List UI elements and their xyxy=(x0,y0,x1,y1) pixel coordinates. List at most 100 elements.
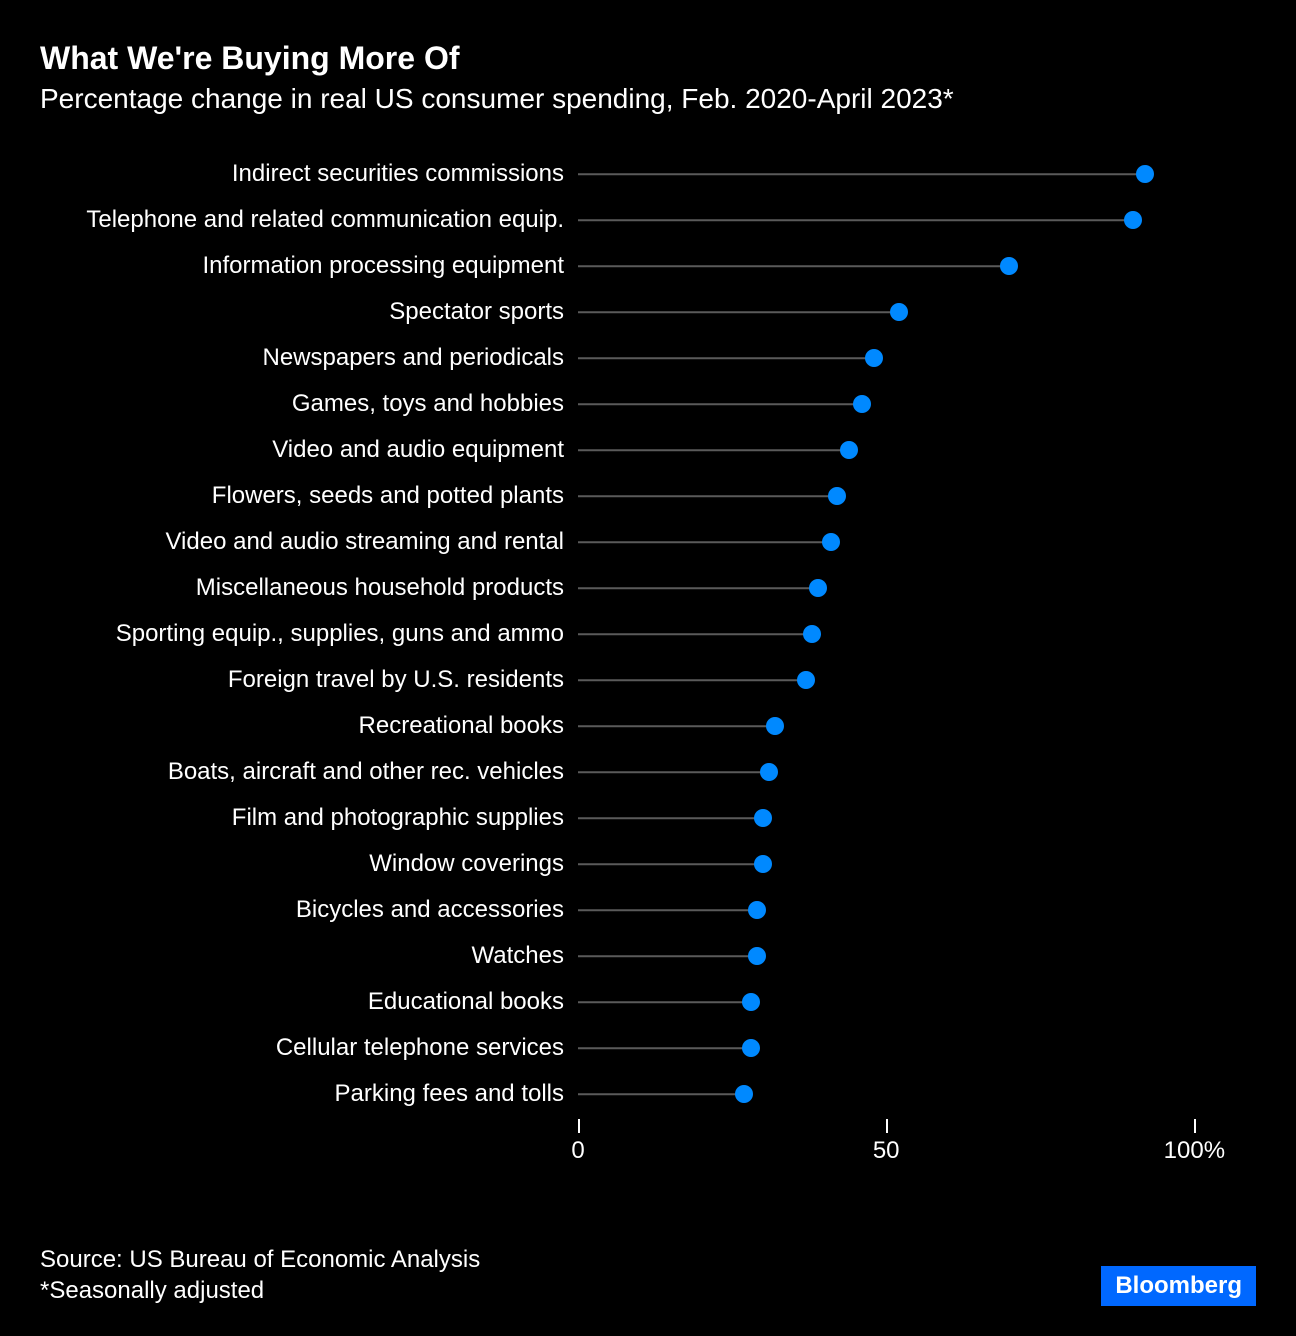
chart-row: Indirect securities commissions xyxy=(40,151,1256,197)
axis-tick xyxy=(886,1119,888,1133)
lollipop-dot xyxy=(890,303,908,321)
x-axis: 050100% xyxy=(578,1119,1256,1159)
lollipop-dot xyxy=(803,625,821,643)
chart-row: Boats, aircraft and other rec. vehicles xyxy=(40,749,1256,795)
lollipop-stem xyxy=(578,863,763,865)
chart-title: What We're Buying More Of xyxy=(40,40,1256,77)
row-label: Watches xyxy=(40,942,578,970)
axis-label: 100% xyxy=(1164,1137,1225,1165)
row-bar xyxy=(578,749,1256,795)
row-bar xyxy=(578,841,1256,887)
row-bar xyxy=(578,1025,1256,1071)
chart-area: Indirect securities commissionsTelephone… xyxy=(40,151,1256,1201)
row-label: Recreational books xyxy=(40,712,578,740)
lollipop-stem xyxy=(578,771,769,773)
chart-row: Newspapers and periodicals xyxy=(40,335,1256,381)
lollipop-dot xyxy=(797,671,815,689)
row-label: Educational books xyxy=(40,988,578,1016)
brand-badge: Bloomberg xyxy=(1101,1266,1256,1306)
chart-row: Flowers, seeds and potted plants xyxy=(40,473,1256,519)
lollipop-stem xyxy=(578,909,757,911)
lollipop-stem xyxy=(578,817,763,819)
chart-row: Foreign travel by U.S. residents xyxy=(40,657,1256,703)
footnote-text: *Seasonally adjusted xyxy=(40,1275,1256,1306)
lollipop-stem xyxy=(578,173,1145,175)
lollipop-stem xyxy=(578,1093,744,1095)
chart-footer: Source: US Bureau of Economic Analysis *… xyxy=(40,1244,1256,1306)
lollipop-stem xyxy=(578,265,1009,267)
lollipop-dot xyxy=(742,1039,760,1057)
lollipop-dot xyxy=(822,533,840,551)
lollipop-dot xyxy=(754,855,772,873)
lollipop-stem xyxy=(578,633,812,635)
row-label: Newspapers and periodicals xyxy=(40,344,578,372)
row-bar xyxy=(578,657,1256,703)
row-bar xyxy=(578,887,1256,933)
row-label: Cellular telephone services xyxy=(40,1034,578,1062)
lollipop-dot xyxy=(828,487,846,505)
lollipop-dot xyxy=(1000,257,1018,275)
row-bar xyxy=(578,473,1256,519)
row-bar xyxy=(578,335,1256,381)
lollipop-stem xyxy=(578,725,775,727)
chart-row: Window coverings xyxy=(40,841,1256,887)
chart-row: Watches xyxy=(40,933,1256,979)
chart-rows: Indirect securities commissionsTelephone… xyxy=(40,151,1256,1117)
row-label: Video and audio streaming and rental xyxy=(40,528,578,556)
lollipop-dot xyxy=(809,579,827,597)
lollipop-dot xyxy=(748,947,766,965)
lollipop-dot xyxy=(760,763,778,781)
row-bar xyxy=(578,795,1256,841)
lollipop-stem xyxy=(578,403,862,405)
chart-row: Bicycles and accessories xyxy=(40,887,1256,933)
row-bar xyxy=(578,151,1256,197)
lollipop-stem xyxy=(578,1001,751,1003)
row-label: Film and photographic supplies xyxy=(40,804,578,832)
lollipop-dot xyxy=(853,395,871,413)
row-label: Window coverings xyxy=(40,850,578,878)
chart-row: Games, toys and hobbies xyxy=(40,381,1256,427)
lollipop-dot xyxy=(742,993,760,1011)
row-bar xyxy=(578,611,1256,657)
chart-row: Information processing equipment xyxy=(40,243,1256,289)
row-label: Boats, aircraft and other rec. vehicles xyxy=(40,758,578,786)
axis-label: 50 xyxy=(873,1137,900,1165)
row-label: Miscellaneous household products xyxy=(40,574,578,602)
row-bar xyxy=(578,427,1256,473)
row-bar xyxy=(578,979,1256,1025)
lollipop-stem xyxy=(578,1047,751,1049)
row-bar xyxy=(578,519,1256,565)
lollipop-dot xyxy=(865,349,883,367)
row-label: Spectator sports xyxy=(40,298,578,326)
lollipop-stem xyxy=(578,357,874,359)
row-bar xyxy=(578,289,1256,335)
chart-row: Spectator sports xyxy=(40,289,1256,335)
lollipop-dot xyxy=(735,1085,753,1103)
lollipop-dot xyxy=(1124,211,1142,229)
source-text: Source: US Bureau of Economic Analysis xyxy=(40,1244,1256,1275)
lollipop-dot xyxy=(754,809,772,827)
chart-row: Sporting equip., supplies, guns and ammo xyxy=(40,611,1256,657)
lollipop-dot xyxy=(840,441,858,459)
axis-tick xyxy=(578,1119,580,1133)
axis-label: 0 xyxy=(571,1137,584,1165)
row-bar xyxy=(578,381,1256,427)
row-label: Parking fees and tolls xyxy=(40,1080,578,1108)
lollipop-stem xyxy=(578,495,837,497)
chart-row: Film and photographic supplies xyxy=(40,795,1256,841)
row-label: Bicycles and accessories xyxy=(40,896,578,924)
chart-row: Telephone and related communication equi… xyxy=(40,197,1256,243)
chart-row: Video and audio equipment xyxy=(40,427,1256,473)
row-bar xyxy=(578,243,1256,289)
row-bar xyxy=(578,703,1256,749)
chart-row: Educational books xyxy=(40,979,1256,1025)
row-label: Information processing equipment xyxy=(40,252,578,280)
chart-row: Miscellaneous household products xyxy=(40,565,1256,611)
chart-row: Video and audio streaming and rental xyxy=(40,519,1256,565)
row-label: Foreign travel by U.S. residents xyxy=(40,666,578,694)
row-bar xyxy=(578,565,1256,611)
row-bar xyxy=(578,197,1256,243)
lollipop-stem xyxy=(578,541,831,543)
lollipop-stem xyxy=(578,311,899,313)
row-label: Flowers, seeds and potted plants xyxy=(40,482,578,510)
